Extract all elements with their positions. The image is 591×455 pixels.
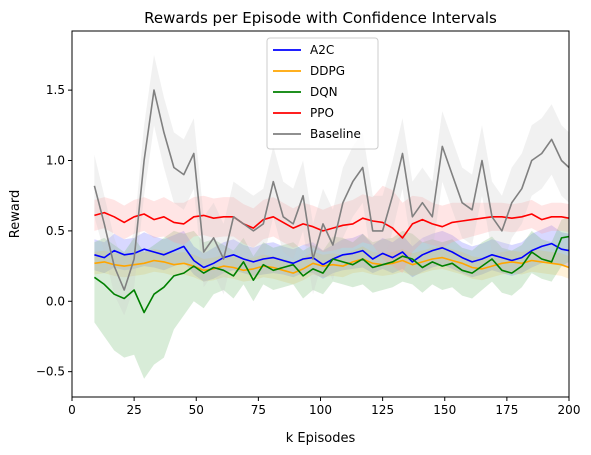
y-tick-label: 0.0 xyxy=(46,294,65,308)
x-tick-label: 100 xyxy=(309,403,332,417)
x-axis-label: k Episodes xyxy=(286,431,356,446)
y-tick-label: 1.0 xyxy=(46,154,65,168)
legend: A2C DDPG DQN PPO Baseline xyxy=(267,38,378,149)
x-tick-label: 125 xyxy=(371,403,394,417)
legend-label-ppo: PPO xyxy=(310,106,334,120)
x-tick-label: 150 xyxy=(433,403,456,417)
chart-title: Rewards per Episode with Confidence Inte… xyxy=(144,9,497,27)
legend-label-dqn: DQN xyxy=(310,85,338,99)
y-tick-label: −0.5 xyxy=(36,365,65,379)
x-tick-label: 175 xyxy=(495,403,518,417)
x-tick-label: 50 xyxy=(189,403,204,417)
x-tick-label: 0 xyxy=(68,403,76,417)
x-tick-label: 200 xyxy=(558,403,581,417)
y-tick-label: 1.5 xyxy=(46,83,65,97)
x-tick-label: 75 xyxy=(251,403,266,417)
x-tick-label: 25 xyxy=(126,403,141,417)
y-axis-label: Reward xyxy=(8,190,23,238)
y-tick-label: 0.5 xyxy=(46,224,65,238)
legend-label-baseline: Baseline xyxy=(310,127,361,141)
legend-label-a2c: A2C xyxy=(310,43,334,57)
y-axis: −0.5 0.0 0.5 1.0 1.5 xyxy=(36,83,72,379)
legend-label-ddpg: DDPG xyxy=(310,64,345,78)
x-axis: 0 25 50 75 100 125 150 175 200 xyxy=(68,397,580,417)
